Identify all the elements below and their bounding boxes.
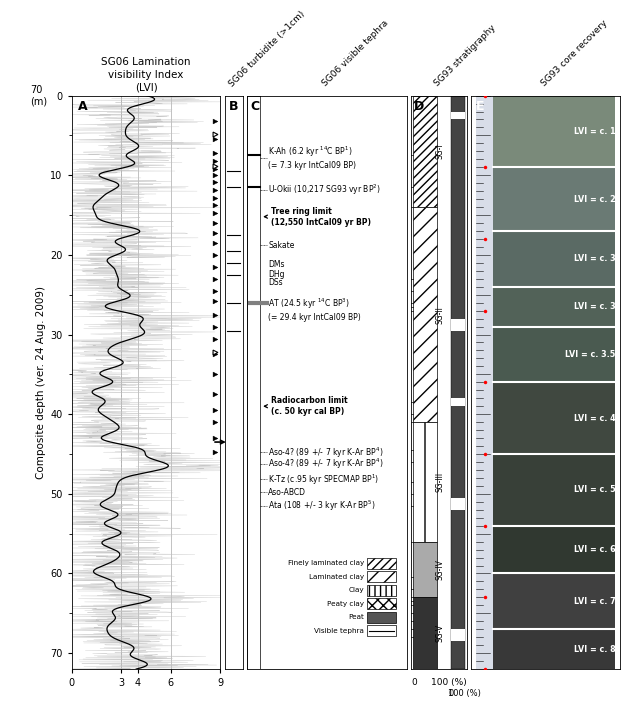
- Bar: [493, 573, 616, 629]
- Text: SG06 visible tephra: SG06 visible tephra: [321, 19, 390, 88]
- Bar: [493, 382, 616, 454]
- Text: 0: 0: [448, 689, 454, 698]
- Text: Sakate: Sakate: [269, 241, 295, 250]
- Bar: [367, 558, 396, 569]
- Text: Peaty clay: Peaty clay: [327, 600, 364, 607]
- Text: B: B: [229, 100, 239, 113]
- Bar: [450, 629, 465, 641]
- Bar: [367, 625, 396, 636]
- Bar: [413, 542, 437, 598]
- Text: U-Okii (10,217 SG93 vyr BP$^2$): U-Okii (10,217 SG93 vyr BP$^2$): [269, 183, 381, 197]
- Bar: [493, 96, 616, 167]
- Text: 0: 0: [411, 678, 417, 687]
- Text: C: C: [250, 100, 259, 113]
- Bar: [475, 96, 493, 669]
- Text: K-Tz (c.95 kyr SPECMAP BP$^1$): K-Tz (c.95 kyr SPECMAP BP$^1$): [269, 472, 379, 486]
- Text: Aso-4? (89 +/- 7 kyr K-Ar BP$^4$): Aso-4? (89 +/- 7 kyr K-Ar BP$^4$): [269, 457, 384, 471]
- Text: AT (24.5 kyr $^{14}$C BP$^3$)
(= 29.4 kyr IntCal09 BP): AT (24.5 kyr $^{14}$C BP$^3$) (= 29.4 ky…: [269, 296, 361, 322]
- Text: Aso-4? (89 +/- 7 kyr K-Ar BP$^4$): Aso-4? (89 +/- 7 kyr K-Ar BP$^4$): [269, 445, 384, 459]
- Bar: [493, 525, 616, 573]
- Text: Radiocarbon limit
(c. 50 kyr cal BP): Radiocarbon limit (c. 50 kyr cal BP): [264, 396, 348, 416]
- Bar: [493, 167, 616, 231]
- Text: Laminated clay: Laminated clay: [309, 573, 364, 580]
- Bar: [450, 498, 465, 510]
- Bar: [450, 319, 465, 331]
- Text: SG93 stratigraphy: SG93 stratigraphy: [432, 23, 498, 88]
- Bar: [413, 598, 437, 669]
- Title: SG06 Lamination
visibility Index
(LVI): SG06 Lamination visibility Index (LVI): [102, 57, 191, 92]
- Text: SG-IV: SG-IV: [435, 559, 444, 580]
- Bar: [450, 398, 465, 406]
- Text: DMs: DMs: [269, 260, 285, 269]
- Bar: [367, 598, 396, 610]
- Text: LVI = c. 2: LVI = c. 2: [574, 195, 616, 204]
- Bar: [367, 612, 396, 623]
- Text: Peat: Peat: [348, 615, 364, 620]
- Text: A: A: [78, 100, 87, 113]
- Text: Tree ring limit
(12,550 IntCal09 yr BP): Tree ring limit (12,550 IntCal09 yr BP): [264, 207, 371, 227]
- Text: LVI = c. 4: LVI = c. 4: [574, 413, 616, 423]
- Text: Visible tephra: Visible tephra: [314, 628, 364, 634]
- Text: LVI = c. 5: LVI = c. 5: [574, 486, 616, 494]
- Bar: [413, 207, 437, 422]
- Text: LVI = c. 8: LVI = c. 8: [574, 645, 616, 653]
- Text: DHg: DHg: [269, 270, 285, 279]
- Bar: [413, 422, 437, 542]
- Bar: [367, 571, 396, 582]
- Bar: [493, 287, 616, 326]
- Text: LVI = c. 3.5: LVI = c. 3.5: [565, 350, 616, 359]
- Text: Aso-ABCD: Aso-ABCD: [269, 488, 306, 497]
- Text: LVI = c. 3: LVI = c. 3: [574, 254, 616, 263]
- Text: SG93 core recovery: SG93 core recovery: [539, 19, 609, 88]
- Text: DSs: DSs: [269, 278, 283, 287]
- Bar: [493, 326, 616, 382]
- Text: SG-II: SG-II: [435, 306, 444, 324]
- Bar: [450, 111, 465, 120]
- Text: Finely laminated clay: Finely laminated clay: [288, 560, 364, 566]
- Text: Ata (108 +/- 3 kyr K-Ar BP$^5$): Ata (108 +/- 3 kyr K-Ar BP$^5$): [269, 498, 376, 513]
- Text: 70
(m): 70 (m): [30, 85, 47, 106]
- Text: SG-III: SG-III: [435, 472, 444, 492]
- Text: E: E: [475, 100, 484, 113]
- Text: D: D: [414, 100, 424, 113]
- Text: LVI = c. 3: LVI = c. 3: [574, 302, 616, 311]
- Text: 100 (%): 100 (%): [431, 678, 467, 687]
- Text: LVI = c. 6: LVI = c. 6: [574, 545, 616, 554]
- Bar: [493, 629, 616, 669]
- Text: SG-I: SG-I: [435, 144, 444, 159]
- Text: LVI = c. 7: LVI = c. 7: [574, 597, 616, 606]
- Text: K-Ah (6.2 kyr $^{14}$C BP$^1$)
(= 7.3 kyr IntCal09 BP): K-Ah (6.2 kyr $^{14}$C BP$^1$) (= 7.3 ky…: [269, 145, 356, 171]
- Text: Clay: Clay: [348, 587, 364, 593]
- Text: LVI = c. 1: LVI = c. 1: [574, 127, 616, 136]
- Text: 100 (%): 100 (%): [448, 689, 481, 698]
- Text: SG-V: SG-V: [435, 624, 444, 642]
- Text: SG06 turbidite (>1cm): SG06 turbidite (>1cm): [227, 9, 307, 88]
- Bar: [493, 231, 616, 287]
- Bar: [367, 585, 396, 595]
- Bar: [450, 96, 465, 669]
- Y-axis label: Composite depth (ver. 24 Aug. 2009): Composite depth (ver. 24 Aug. 2009): [36, 286, 46, 479]
- Bar: [493, 454, 616, 525]
- Bar: [413, 96, 437, 207]
